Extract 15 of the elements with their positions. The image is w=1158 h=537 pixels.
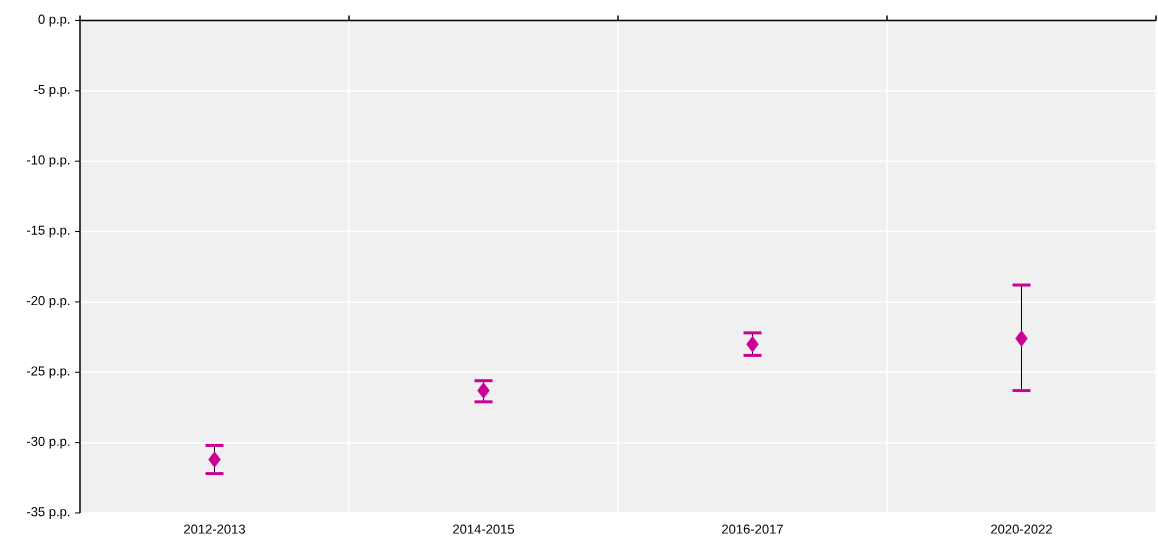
y-tick-label: -15 p.p. [26, 225, 70, 238]
y-tick-label: -35 p.p. [26, 507, 70, 519]
point [477, 382, 490, 399]
point [1015, 330, 1028, 347]
y-tick-label: 0 p.p. [38, 14, 70, 27]
x-tick-label: 2016-2017 [722, 524, 783, 534]
x-tick-label: 2014-2015 [453, 524, 515, 534]
y-tick-label: -20 p.p. [26, 296, 70, 308]
point [208, 451, 221, 468]
x-tick-label: 2012-2013 [184, 524, 246, 534]
y-tick-label: -5 p.p. [34, 85, 70, 97]
y-tick-label: -30 p.p. [26, 436, 70, 449]
x-tick-label: 2020-2022 [991, 524, 1052, 534]
y-tick-label: -10 p.p. [26, 155, 70, 168]
y-tick-label: -25 p.p. [26, 366, 70, 379]
